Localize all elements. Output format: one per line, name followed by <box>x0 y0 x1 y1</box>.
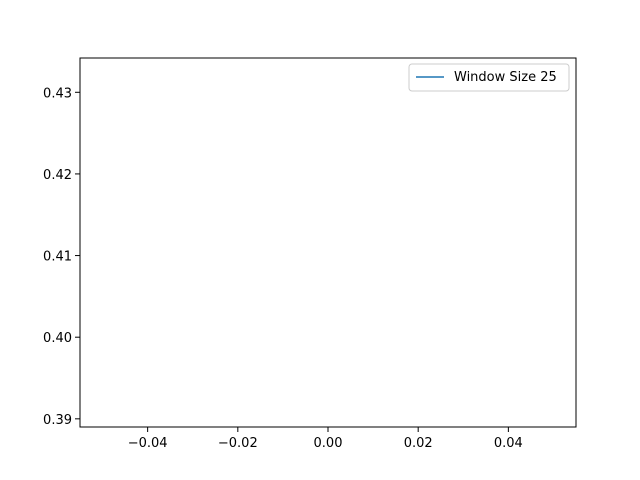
x-tick-label: −0.04 <box>128 436 168 451</box>
legend-label-window-size-25: Window Size 25 <box>454 70 557 85</box>
plot-area <box>80 58 576 427</box>
y-axis: 0.39 0.40 0.41 0.42 0.43 <box>43 86 80 428</box>
plot-frame <box>79 57 577 428</box>
x-tick-label: 0.04 <box>494 436 523 451</box>
y-tick-label: 0.43 <box>43 86 72 101</box>
legend: Window Size 25 <box>408 63 570 92</box>
x-tick-label: 0.00 <box>314 436 343 451</box>
y-tick-label: 0.40 <box>43 331 72 346</box>
y-tick-label: 0.39 <box>43 413 72 428</box>
legend-box <box>408 63 570 92</box>
x-tick-label: −0.02 <box>218 436 258 451</box>
y-tick-label: 0.42 <box>43 168 72 183</box>
y-tick-label: 0.41 <box>43 250 72 265</box>
x-tick-label: 0.02 <box>404 436 433 451</box>
x-axis: −0.04 −0.02 0.00 0.02 0.04 <box>128 427 523 451</box>
